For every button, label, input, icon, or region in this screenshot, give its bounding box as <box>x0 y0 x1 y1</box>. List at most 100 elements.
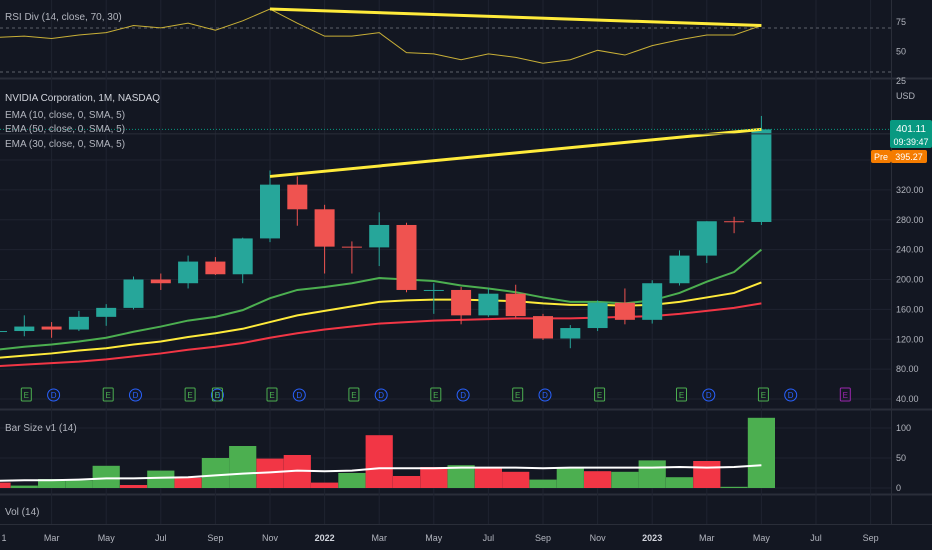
earnings-marker: E <box>839 387 851 402</box>
rsi-line <box>0 8 762 64</box>
dividend-marker: D <box>538 388 552 402</box>
earnings-marker: E <box>20 387 32 402</box>
candle <box>505 284 526 318</box>
dividend-marker: D <box>129 388 142 402</box>
candle-body <box>751 129 772 222</box>
dividend-marker: D <box>456 388 470 402</box>
bar-size-column <box>229 446 257 488</box>
ema10-legend[interactable]: EMA (10, close, 0, SMA, 5) <box>5 110 125 121</box>
candle <box>96 304 117 326</box>
candle-body <box>587 302 608 329</box>
symbol-title[interactable]: NVIDIA Corporation, 1M, NASDAQ <box>5 93 160 104</box>
candle-body <box>314 209 335 247</box>
dividend-marker: D <box>784 388 798 402</box>
candle <box>260 170 280 243</box>
bar-size-column <box>556 468 584 488</box>
candle <box>68 310 89 332</box>
earnings-marker-letter: E <box>515 391 520 400</box>
dividend-marker-letter: D <box>51 391 57 400</box>
bar-axis-label: 50 <box>896 453 906 463</box>
bar-size-column <box>638 460 666 488</box>
earnings-marker-letter: E <box>597 391 602 400</box>
ema50-legend[interactable]: EMA (50, close, 0, SMA, 5) <box>5 124 125 135</box>
vol-pane-title[interactable]: Vol (14) <box>5 507 39 518</box>
bar-size-column <box>474 467 502 488</box>
candle-body <box>614 302 635 320</box>
candle-body <box>68 316 89 330</box>
bar-size-column <box>10 485 38 488</box>
price-pane[interactable] <box>0 115 891 367</box>
earnings-marker: E <box>676 387 687 402</box>
last-price-value: 401.11 <box>896 124 926 135</box>
bar-size-column <box>38 479 66 488</box>
earnings-marker-letter: E <box>187 391 192 400</box>
candle-body <box>451 289 472 316</box>
candle <box>41 322 62 338</box>
time-axis-label: Mar <box>44 533 60 543</box>
candle-body <box>669 255 690 284</box>
dividend-marker-circle <box>292 388 306 402</box>
bar-size-column <box>65 480 93 488</box>
candle <box>642 280 663 324</box>
rsi-axis-label: 25 <box>896 76 906 86</box>
candle-body <box>369 224 390 248</box>
event-markers[interactable]: E D E D E DE E D E D E D E D E E D E D E <box>20 387 851 402</box>
candle-body <box>0 331 7 333</box>
dividend-marker-circle <box>456 388 470 402</box>
candle <box>587 300 608 332</box>
bar-size-pane-title[interactable]: Bar Size v1 (14) <box>5 423 77 434</box>
rsi-axis-label: 75 <box>896 17 906 27</box>
price-axis-label: 80.00 <box>896 364 919 374</box>
earnings-marker: E <box>102 387 114 402</box>
earnings-marker-box <box>512 387 524 402</box>
candle-body <box>96 307 117 317</box>
candle <box>232 237 253 284</box>
pre-market-price-tag <box>891 150 927 163</box>
dividend-marker-circle <box>47 388 61 402</box>
candle-body <box>123 279 144 308</box>
dividend-marker: D <box>47 388 61 402</box>
price-axis-label: 320.00 <box>896 185 924 195</box>
earnings-marker-box <box>757 387 769 402</box>
bar-size-column <box>693 461 721 488</box>
time-axis-label: 2022 <box>315 533 335 543</box>
time-axis-label: May <box>425 533 443 543</box>
earnings-marker-box <box>266 387 278 402</box>
candle <box>696 221 717 264</box>
candle-body <box>696 221 717 256</box>
earnings-marker-letter: E <box>433 391 438 400</box>
bar-size-pane[interactable] <box>0 417 775 488</box>
earnings-marker-letter: E <box>843 391 848 400</box>
candle <box>14 315 35 337</box>
dividend-marker: D <box>292 388 306 402</box>
time-axis-label: 2023 <box>642 533 662 543</box>
currency-label: USD <box>896 91 916 101</box>
time-axis-label: Jul <box>483 533 495 543</box>
earnings-marker-box <box>348 387 360 402</box>
candle <box>423 283 444 314</box>
rsi-pane-title[interactable]: RSI Div (14, close, 70, 30) <box>5 12 122 23</box>
earnings-marker-box <box>20 387 32 402</box>
candle-body <box>478 293 499 316</box>
rsi-axis-label: 50 <box>896 47 906 57</box>
candle <box>451 286 472 325</box>
earnings-marker-box <box>211 387 223 402</box>
ema30-legend[interactable]: EMA (30, close, 0, SMA, 5) <box>5 139 125 150</box>
earnings-marker-box <box>676 387 687 402</box>
dividend-marker: D <box>374 388 388 402</box>
bar-size-column <box>420 467 448 488</box>
bar-size-column <box>201 458 229 488</box>
time-axis-label: Jul <box>155 533 167 543</box>
candle-body <box>396 224 417 290</box>
earnings-marker: E <box>348 387 360 402</box>
price-axis-label: 200.00 <box>896 275 924 285</box>
dividend-marker-circle <box>374 388 388 402</box>
candle-body <box>287 184 308 210</box>
rsi-pane[interactable] <box>0 7 762 64</box>
bar-size-column <box>147 470 175 488</box>
dividend-marker-letter: D <box>542 391 548 400</box>
earnings-marker: E <box>211 387 223 402</box>
dividend-marker: D <box>702 388 716 402</box>
time-axis-label: 1 <box>1 533 6 543</box>
